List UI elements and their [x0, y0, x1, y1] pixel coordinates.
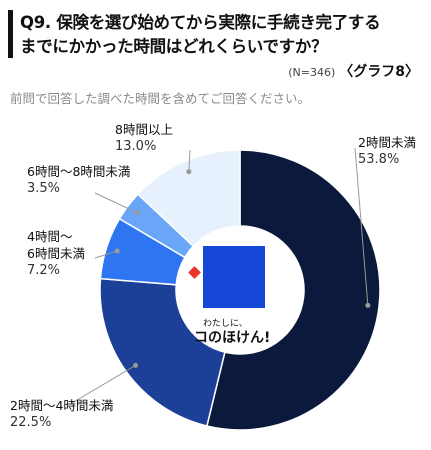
donut-slice-5 — [136, 149, 241, 248]
label-slice-3-name-line2: 6時間未満 — [27, 246, 85, 261]
label-slice-1-name: 2時間未満 — [358, 135, 416, 150]
leader-dot-1 — [365, 302, 371, 308]
leader-dot-4 — [134, 210, 140, 216]
brand-logo: わたしに、 コのほけん! — [188, 246, 271, 346]
label-slice-2-value: 22.5% — [10, 415, 52, 430]
leader-line-4 — [94, 192, 138, 214]
leader-dot-3 — [114, 248, 120, 254]
leader-line-3 — [94, 250, 118, 259]
label-slice-4-value: 3.5% — [27, 181, 61, 196]
label-slice-1: 2時間未満 53.8% — [358, 134, 416, 169]
donut-slice-2 — [99, 277, 226, 427]
sample-size: (N=346) — [288, 66, 336, 79]
leader-dot-2 — [133, 362, 139, 368]
label-slice-3-value: 7.2% — [27, 263, 61, 278]
question-title-line2: までにかかった時間はどれくらいですか？ — [20, 37, 328, 56]
logo-name: コのほけん! — [194, 330, 271, 346]
question-title-line1: Q9. 保険を選び始めてから実際に手続き完了する — [20, 13, 381, 32]
label-slice-2: 2時間〜4時間未満 22.5% — [10, 397, 113, 432]
leader-dot-5 — [186, 169, 192, 175]
sample-info: (N=346) 〈グラフ8〉 — [288, 61, 419, 81]
logo-square — [203, 246, 265, 308]
label-slice-1-value: 53.8% — [358, 152, 400, 167]
leader-line-2 — [71, 364, 136, 404]
label-slice-5: 8時間以上 13.0% — [115, 121, 173, 156]
donut-slice-1 — [205, 149, 381, 431]
question-note: 前問で回答した調べた時間を含めてご回答ください。 — [10, 91, 311, 106]
leader-line-5 — [188, 149, 191, 172]
logo-subtitle: わたしに、 — [203, 319, 248, 329]
label-slice-3-name-line1: 4時間〜 — [27, 229, 73, 244]
label-slice-5-value: 13.0% — [115, 139, 157, 154]
label-slice-4-name: 6時間〜8時間未満 — [27, 164, 131, 179]
label-slice-3: 4時間〜 6時間未満 7.2% — [27, 228, 85, 280]
leader-line-1 — [354, 147, 369, 306]
logo-diamond — [188, 266, 201, 279]
label-slice-2-name: 2時間〜4時間未満 — [10, 398, 114, 413]
graph-label: 〈グラフ8〉 — [339, 64, 419, 80]
label-slice-5-name: 8時間以上 — [115, 122, 173, 137]
title-accent-bar — [8, 10, 13, 58]
label-slice-4: 6時間〜8時間未満 3.5% — [27, 163, 130, 198]
